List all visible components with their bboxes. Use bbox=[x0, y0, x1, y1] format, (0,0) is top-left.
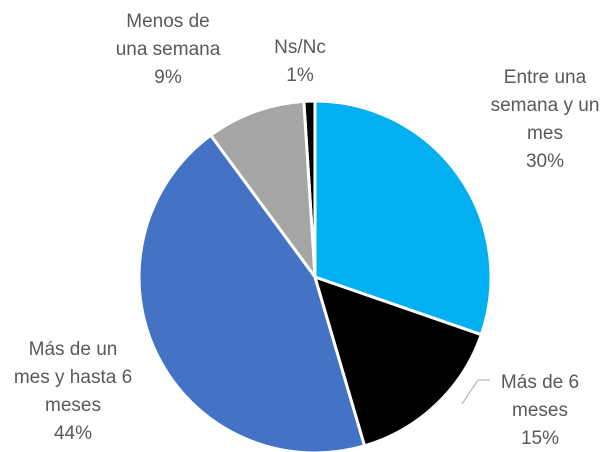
value-label: 9% bbox=[154, 67, 182, 88]
category-label: Ns/Nc bbox=[274, 37, 326, 58]
slice-label: Ns/Nc 1% bbox=[260, 34, 340, 90]
slice-label: Entre una semana y un mes 30% bbox=[480, 64, 610, 176]
pie-slice bbox=[137, 133, 367, 452]
pie-slice bbox=[209, 99, 317, 279]
category-label: Entre una semana y un mes bbox=[490, 67, 600, 144]
category-label: Más de un mes y hasta 6 meses bbox=[13, 339, 133, 416]
slice-label: Más de un mes y hasta 6 meses 44% bbox=[13, 336, 133, 448]
value-label: 30% bbox=[525, 151, 565, 172]
pie-slice bbox=[313, 275, 483, 448]
leader-line bbox=[461, 379, 490, 405]
value-label: 1% bbox=[286, 65, 314, 86]
slice-label: Más de 6 meses 15% bbox=[485, 369, 595, 452]
category-label: Menos de una semana bbox=[115, 11, 221, 60]
pie-slice bbox=[313, 99, 493, 337]
value-label: 15% bbox=[520, 428, 560, 449]
slice-label: Menos de una semana 9% bbox=[113, 8, 223, 92]
value-label: 44% bbox=[53, 423, 93, 444]
category-label: Más de 6 meses bbox=[500, 372, 580, 421]
